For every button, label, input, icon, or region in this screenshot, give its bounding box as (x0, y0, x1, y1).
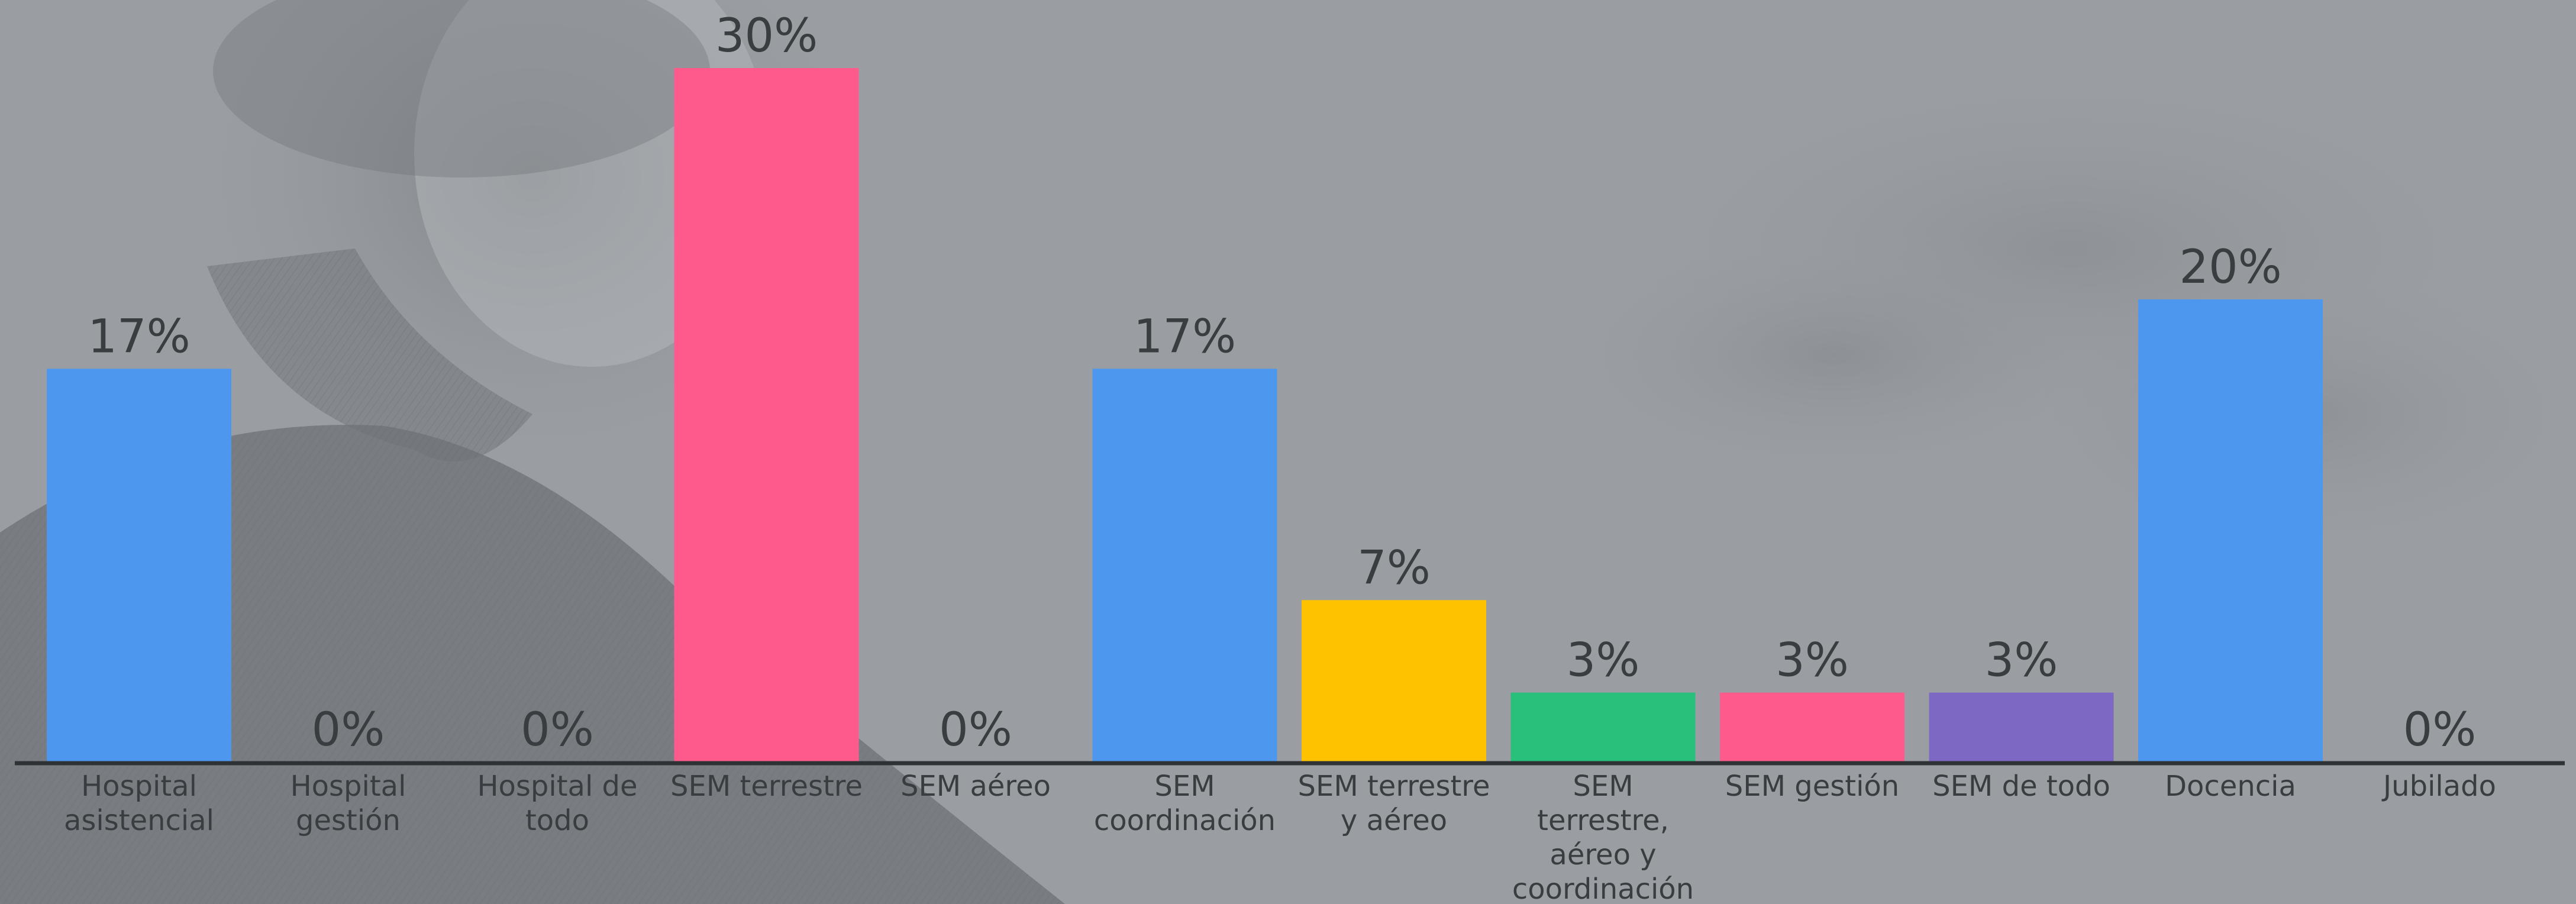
category-label-9: SEM de todo (1932, 770, 2110, 803)
bar-9 (1929, 692, 2114, 762)
category-label-7: SEM terrestre, aéreo y coordinación (1512, 770, 1694, 904)
value-label-8: 3% (1776, 634, 1849, 687)
category-labels-group: Hospital asistencial Hospital gestión Hospit… (64, 770, 2496, 904)
bar-0 (47, 369, 231, 762)
category-label-2: Hospital de todo (477, 770, 637, 837)
bar-6 (1302, 600, 1486, 762)
bar-10 (2138, 299, 2323, 762)
value-label-1: 0% (312, 703, 385, 757)
value-label-7: 3% (1567, 634, 1640, 687)
value-label-0: 17% (88, 310, 190, 363)
value-label-5: 17% (1134, 310, 1236, 363)
category-label-1: Hospital gestión (290, 770, 406, 837)
value-label-4: 0% (939, 703, 1012, 757)
bar-7 (1510, 692, 1696, 762)
category-label-11: Jubilado (2381, 770, 2496, 803)
category-label-6: SEM terrestre y aéreo (1298, 770, 1490, 837)
bar-5 (1092, 369, 1277, 762)
category-label-3: SEM terrestre (670, 770, 863, 803)
bar-8 (1720, 692, 1904, 762)
value-label-6: 7% (1357, 541, 1431, 595)
value-label-11: 0% (2403, 703, 2477, 757)
category-label-5: SEM coordinación (1094, 770, 1276, 837)
value-label-3: 30% (715, 9, 818, 63)
category-label-8: SEM gestión (1725, 770, 1899, 803)
value-label-9: 3% (1985, 634, 2058, 687)
value-label-10: 20% (2179, 241, 2281, 294)
bar-3 (674, 68, 859, 762)
category-label-4: SEM aéreo (900, 770, 1051, 803)
value-label-2: 0% (521, 703, 594, 757)
value-labels-group: 17% 0% 0% 30% 0% 17% 7% 3% 3% 3% 20% 0% (88, 9, 2476, 757)
bars-group (47, 68, 2323, 762)
category-label-0: Hospital asistencial (64, 770, 214, 837)
category-label-10: Docencia (2165, 770, 2296, 803)
